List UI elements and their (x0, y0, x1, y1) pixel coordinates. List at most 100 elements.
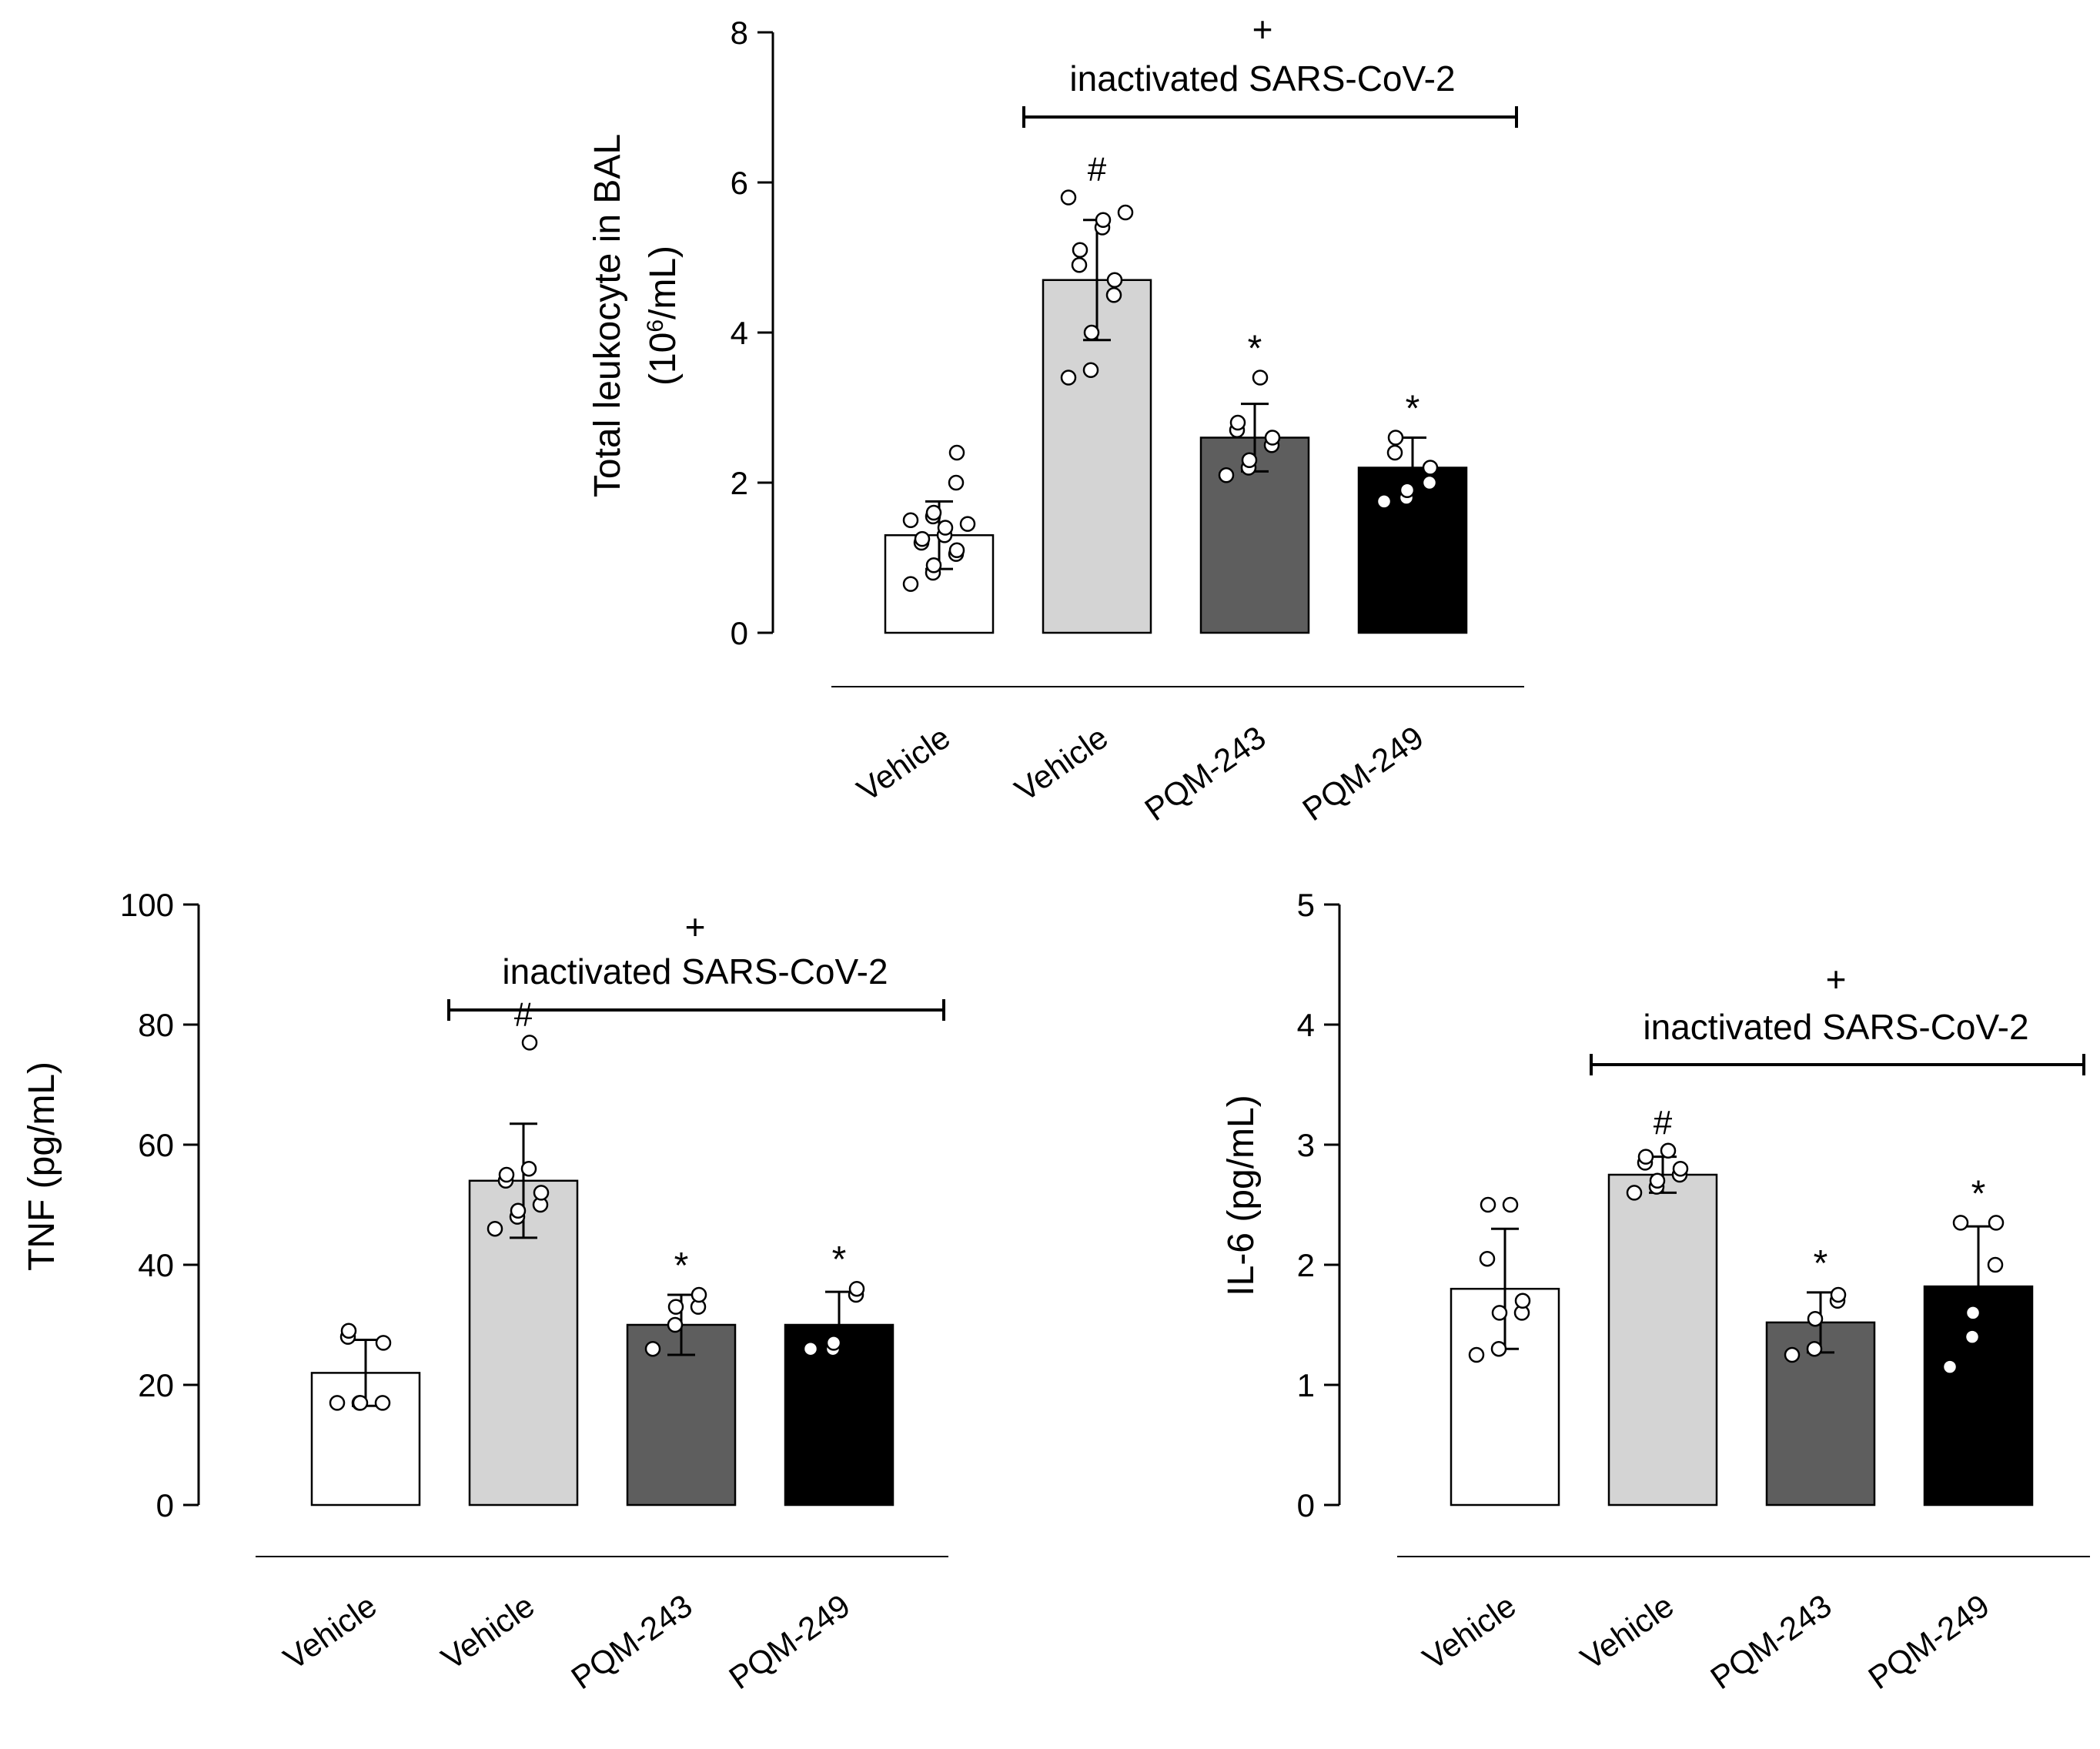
y-tick: 4 (731, 315, 773, 351)
y-tick: 0 (731, 615, 773, 651)
data-point (848, 1280, 865, 1297)
data-point (1386, 444, 1403, 461)
plot-area: # * * (1450, 1104, 2034, 1507)
data-point (1941, 1359, 1958, 1375)
data-point (825, 1335, 842, 1351)
y-tick-label: 0 (156, 1487, 174, 1523)
y-tick: 3 (1297, 1127, 1339, 1163)
data-point (1083, 324, 1100, 341)
y-tick-label: 5 (1297, 887, 1315, 923)
data-point (352, 1395, 369, 1411)
bracket-label: inactivated SARS-CoV-2 (1069, 59, 1455, 99)
x-tick-label: Vehicle (1416, 1587, 1523, 1677)
x-tick-label: Vehicle (277, 1587, 383, 1677)
y-tick: 8 (731, 15, 773, 51)
y-tick-label: 4 (731, 315, 748, 351)
data-point (1422, 460, 1439, 476)
y-axis-unit-exponent: 6 (643, 319, 668, 333)
sars-cov-2-bracket: + inactivated SARS-CoV-2 (1022, 9, 1518, 128)
data-point (902, 512, 919, 528)
significance-hash: # (514, 995, 533, 1033)
y-tick: 40 (138, 1247, 199, 1283)
y-tick: 20 (138, 1367, 199, 1403)
bracket-plus: + (685, 907, 706, 947)
y-tick-label: 1 (1297, 1367, 1315, 1403)
data-point (1830, 1286, 1847, 1303)
data-point (1468, 1346, 1485, 1363)
data-point (914, 530, 931, 547)
data-point (1479, 1250, 1496, 1267)
data-point (1952, 1215, 1969, 1231)
y-tick: 60 (138, 1127, 199, 1163)
y-tick-label: 60 (138, 1127, 174, 1163)
y-tick-label: 3 (1297, 1127, 1315, 1163)
panel-tnf: TNF (pg/mL) 0 20 40 60 80 100 + inactiva… (22, 887, 948, 1696)
data-point (1988, 1215, 2005, 1231)
data-point (1106, 272, 1123, 288)
sars-cov-2-bracket: + inactivated SARS-CoV-2 (1590, 959, 2085, 1075)
panel-leukocyte: Total leukocyte in BAL (106/mL) 0 2 4 6 … (587, 9, 1524, 828)
x-tick-label: PQM-243 (1704, 1587, 1838, 1697)
data-point (329, 1395, 346, 1411)
data-point (1387, 430, 1404, 446)
data-point (1965, 1305, 1981, 1321)
significance-asterisk: * (1971, 1173, 1986, 1214)
data-point (1806, 1340, 1823, 1357)
data-point (1987, 1256, 2004, 1273)
y-tick: 2 (731, 465, 773, 501)
y-tick-label: 0 (1297, 1487, 1315, 1523)
data-point (937, 520, 954, 536)
y-axis-unit-prefix: (10 (643, 333, 684, 386)
data-point (667, 1299, 684, 1315)
data-point (521, 1035, 538, 1051)
data-point (644, 1340, 661, 1357)
data-point (510, 1202, 527, 1219)
significance-hash: # (1654, 1104, 1673, 1142)
y-tick: 0 (1297, 1487, 1339, 1523)
data-point (691, 1286, 707, 1303)
y-tick-label: 40 (138, 1247, 174, 1283)
data-point (498, 1166, 515, 1183)
bracket-label: inactivated SARS-CoV-2 (1643, 1007, 2028, 1047)
bracket-label: inactivated SARS-CoV-2 (502, 951, 888, 992)
y-tick: 5 (1297, 887, 1339, 923)
x-tick-label: Vehicle (1574, 1587, 1680, 1677)
significance-asterisk: * (674, 1246, 689, 1286)
x-tick-label: Vehicle (1008, 719, 1115, 808)
data-point (374, 1395, 391, 1411)
bar (468, 1179, 579, 1507)
y-axis-label: IL-6 (pg/mL) (1221, 1095, 1262, 1296)
data-point (1082, 362, 1099, 378)
data-point (1105, 287, 1122, 303)
data-point (1490, 1340, 1507, 1357)
data-point (1649, 1172, 1666, 1189)
y-tick: 1 (1297, 1367, 1339, 1403)
panel-il6: IL-6 (pg/mL) 0 1 2 3 4 5 + inactivated S… (1221, 887, 2090, 1696)
x-tick-label: PQM-249 (722, 1587, 856, 1697)
data-point (1502, 1196, 1519, 1213)
data-point (1660, 1142, 1677, 1159)
bracket-plus: + (1252, 9, 1273, 49)
plot-area: # * * (310, 995, 895, 1507)
data-point (340, 1323, 357, 1339)
y-tick-label: 6 (731, 165, 748, 201)
y-tick-label: 8 (731, 15, 748, 51)
data-point (959, 516, 976, 532)
data-point (520, 1160, 537, 1177)
data-point (1807, 1310, 1824, 1327)
significance-hash: # (1088, 151, 1107, 189)
data-point (1218, 467, 1235, 483)
y-tick-label: 4 (1297, 1007, 1315, 1043)
data-point (802, 1340, 819, 1357)
x-tick-label: PQM-249 (1296, 719, 1430, 828)
data-point (1071, 257, 1088, 273)
data-point (1229, 414, 1246, 431)
data-point (1264, 430, 1281, 446)
data-point (375, 1335, 392, 1351)
data-point (1241, 452, 1258, 468)
significance-asterisk: * (1814, 1243, 1828, 1284)
data-point (1964, 1329, 1981, 1345)
y-tick-label: 2 (1297, 1247, 1315, 1283)
y-axis-unit-suffix: /mL) (643, 246, 684, 319)
